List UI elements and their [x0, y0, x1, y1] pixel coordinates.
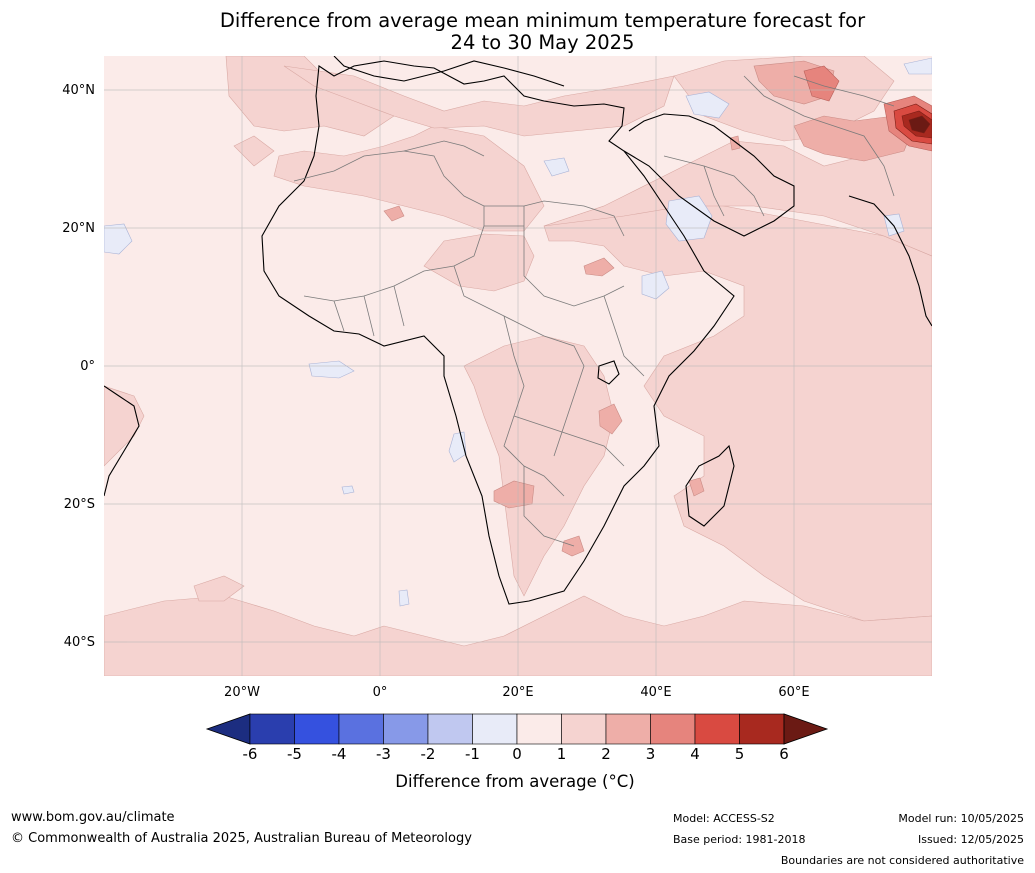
footer-issued: Issued: 12/05/2025	[917, 833, 1024, 846]
colorbar-title: Difference from average (°C)	[395, 772, 635, 791]
colorbar-tick-label: 3	[645, 745, 656, 763]
anomaly-hotspot	[893, 103, 932, 145]
lon-label-0: 0°	[372, 685, 388, 700]
colorbar-arrow-left	[205, 713, 251, 745]
colorbar-tick-label: -1	[465, 745, 480, 763]
lon-label-40e: 40°E	[640, 685, 672, 700]
graticule	[104, 56, 932, 676]
footer-model-run: Model run: 10/05/2025	[898, 812, 1024, 825]
colorbar-tick-label: -6	[242, 745, 258, 763]
footer-model: Model: ACCESS-S2	[673, 812, 775, 825]
colorbar-tick-label: 4	[690, 745, 700, 763]
chart-title: Difference from average mean minimum tem…	[0, 10, 1035, 54]
colorbar-swatch	[694, 713, 740, 745]
lat-label-40n: 40°N	[62, 83, 95, 98]
coastlines	[104, 56, 932, 605]
colorbar-swatch	[739, 713, 785, 745]
footer-base-period: Base period: 1981-2018	[673, 833, 806, 846]
colorbar-tick-label: 5	[734, 745, 745, 763]
colorbar-swatch	[650, 713, 696, 745]
colorbar-swatches	[205, 713, 829, 745]
colorbar-tick-label: 1	[556, 745, 567, 763]
lat-label-40s: 40°S	[63, 635, 95, 650]
footer-copyright: © Commonwealth of Australia 2025, Austra…	[11, 831, 472, 846]
anomaly-negative-regions	[104, 57, 932, 607]
colorbar-arrow-right	[783, 713, 829, 745]
colorbar	[205, 713, 829, 745]
footer-disclaimer: Boundaries are not considered authoritat…	[780, 854, 1024, 867]
colorbar-tick-label: 0	[512, 745, 522, 763]
colorbar-tick-label: -2	[420, 745, 436, 763]
country-borders	[293, 75, 895, 547]
title-line-1: Difference from average mean minimum tem…	[219, 9, 866, 32]
colorbar-tick-label: 2	[601, 745, 611, 763]
forecast-map	[104, 56, 932, 676]
colorbar-tick-label: -4	[331, 745, 347, 763]
footer-website: www.bom.gov.au/climate	[11, 810, 175, 825]
colorbar-swatch	[338, 713, 384, 745]
title-line-2: 24 to 30 May 2025	[450, 31, 635, 54]
colorbar-swatch	[605, 713, 651, 745]
colorbar-swatch	[294, 713, 340, 745]
lon-label-20e: 20°E	[502, 685, 534, 700]
colorbar-swatch	[249, 713, 295, 745]
colorbar-swatch	[561, 713, 607, 745]
lon-label-60e: 60°E	[778, 685, 810, 700]
lat-label-0: 0°	[80, 359, 95, 374]
lat-label-20n: 20°N	[62, 221, 95, 236]
colorbar-tick-label: -5	[287, 745, 302, 763]
lon-label-20w: 20°W	[224, 685, 260, 700]
colorbar-tick-label: 6	[779, 745, 789, 763]
colorbar-swatch	[383, 713, 429, 745]
colorbar-swatch	[516, 713, 562, 745]
lat-label-20s: 20°S	[63, 497, 95, 512]
colorbar-swatch	[427, 713, 473, 745]
colorbar-tick-label: -3	[376, 745, 391, 763]
colorbar-swatch	[472, 713, 518, 745]
map-canvas	[104, 56, 932, 676]
